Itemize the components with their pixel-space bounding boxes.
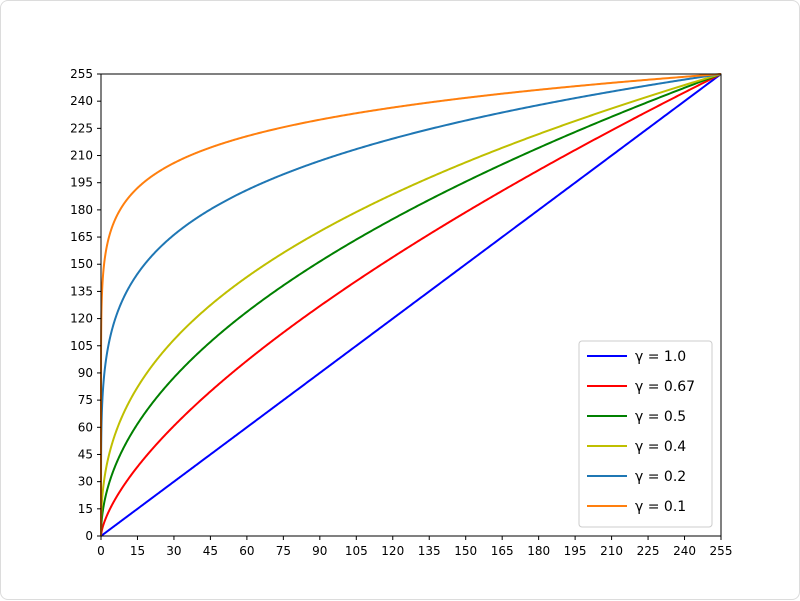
x-tick-label: 60	[239, 544, 254, 558]
x-tick-label: 0	[97, 544, 105, 558]
y-tick-label: 210	[70, 149, 93, 163]
y-tick-label: 60	[78, 420, 93, 434]
x-tick-label: 105	[345, 544, 368, 558]
y-tick-label: 255	[70, 67, 93, 81]
x-tick-label: 150	[454, 544, 477, 558]
legend-label-4: γ = 0.2	[635, 469, 686, 485]
y-tick-label: 150	[70, 257, 93, 271]
series-line-4	[100, 73, 722, 536]
series-line-1	[100, 73, 722, 536]
x-axis: 0 15 30 45 60 75 90 105 120 135 150 165 180 195 210 225…	[97, 536, 732, 558]
x-tick-label: 90	[312, 544, 327, 558]
x-tick-label: 120	[381, 544, 404, 558]
y-tick-label: 15	[78, 502, 93, 516]
y-tick-label: 165	[70, 230, 93, 244]
y-tick-label: 240	[70, 94, 93, 108]
plot-frame	[100, 73, 722, 537]
x-tick-label: 45	[203, 544, 218, 558]
x-tick-label: 195	[564, 544, 587, 558]
legend-label-1: γ = 0.67	[635, 379, 695, 395]
x-tick-label: 30	[166, 544, 181, 558]
y-tick-label: 120	[70, 312, 93, 326]
y-tick-label: 105	[70, 339, 93, 353]
x-tick-label: 75	[276, 544, 291, 558]
legend-label-0: γ = 1.0	[635, 349, 686, 365]
series-line-5	[100, 73, 722, 536]
series-line-2	[100, 73, 722, 536]
x-tick-label: 180	[527, 544, 550, 558]
x-tick-label: 15	[130, 544, 145, 558]
series-line-3	[100, 73, 722, 536]
x-tick-label: 210	[600, 544, 623, 558]
y-tick-label: 75	[78, 393, 93, 407]
series-line-0	[100, 73, 722, 537]
x-tick-label: 240	[673, 544, 696, 558]
y-tick-label: 195	[70, 176, 93, 190]
legend-label-2: γ = 0.5	[635, 409, 686, 425]
x-tick-label: 165	[491, 544, 514, 558]
y-tick-label: 45	[78, 447, 93, 461]
series-lines	[100, 73, 722, 537]
legend: γ = 1.0 γ = 0.67 γ = 0.5 γ = 0.4 γ = 0.2 γ = …	[578, 340, 713, 528]
y-tick-label: 225	[70, 121, 93, 135]
x-tick-label: 225	[637, 544, 660, 558]
y-tick-label: 180	[70, 203, 93, 217]
y-tick-label: 90	[78, 366, 93, 380]
y-tick-label: 0	[85, 529, 93, 543]
x-tick-label: 135	[418, 544, 441, 558]
y-tick-label: 135	[70, 284, 93, 298]
legend-label-3: γ = 0.4	[635, 439, 686, 455]
y-tick-label: 30	[78, 475, 93, 489]
y-axis: 0 15 30 45 60 75 90 105 120 135 150 165 180 195 210 225…	[70, 67, 101, 543]
legend-box	[578, 340, 713, 528]
legend-label-5: γ = 0.1	[635, 499, 686, 515]
x-tick-label: 255	[710, 544, 733, 558]
